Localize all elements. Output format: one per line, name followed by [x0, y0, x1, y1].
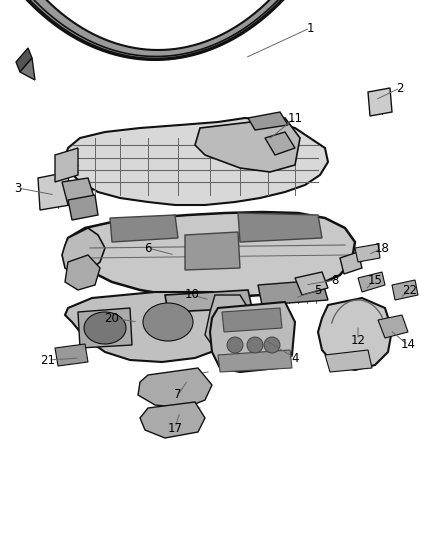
Text: 3: 3 [14, 182, 22, 195]
Polygon shape [355, 244, 380, 262]
Polygon shape [55, 148, 78, 182]
Polygon shape [65, 118, 328, 205]
Polygon shape [218, 350, 292, 372]
Polygon shape [165, 290, 252, 312]
Polygon shape [16, 48, 32, 72]
Text: 17: 17 [167, 422, 183, 434]
Polygon shape [265, 132, 295, 155]
Polygon shape [318, 298, 392, 370]
Polygon shape [325, 350, 372, 372]
Polygon shape [248, 112, 288, 130]
Polygon shape [78, 308, 132, 348]
Text: 11: 11 [287, 111, 303, 125]
Text: 22: 22 [403, 284, 417, 296]
Text: 1: 1 [306, 21, 314, 35]
Circle shape [264, 337, 280, 353]
Text: 18: 18 [374, 241, 389, 254]
Polygon shape [65, 212, 355, 297]
Polygon shape [62, 178, 95, 205]
Circle shape [227, 337, 243, 353]
Polygon shape [185, 232, 240, 270]
Polygon shape [140, 402, 205, 438]
Text: 21: 21 [40, 353, 56, 367]
Polygon shape [368, 88, 392, 116]
Polygon shape [378, 315, 408, 338]
Text: 4: 4 [291, 351, 299, 365]
Polygon shape [295, 272, 328, 295]
Polygon shape [65, 292, 242, 362]
Polygon shape [65, 255, 100, 290]
Text: 14: 14 [400, 338, 416, 351]
Text: 10: 10 [184, 288, 199, 302]
Polygon shape [20, 58, 35, 80]
Ellipse shape [143, 303, 193, 341]
Text: 20: 20 [105, 311, 120, 325]
Polygon shape [358, 272, 385, 292]
Polygon shape [110, 215, 178, 242]
Polygon shape [55, 344, 88, 366]
Polygon shape [38, 172, 70, 210]
Polygon shape [68, 195, 98, 220]
Text: 7: 7 [174, 389, 182, 401]
Polygon shape [210, 302, 295, 372]
Polygon shape [62, 228, 105, 275]
Circle shape [247, 337, 263, 353]
Polygon shape [195, 118, 300, 172]
Text: 2: 2 [396, 82, 404, 94]
Ellipse shape [84, 312, 126, 344]
Polygon shape [238, 213, 322, 242]
Polygon shape [258, 280, 328, 305]
Polygon shape [392, 280, 418, 300]
Polygon shape [138, 368, 212, 408]
Polygon shape [222, 308, 282, 332]
Text: 8: 8 [331, 273, 339, 287]
Text: 15: 15 [367, 273, 382, 287]
Text: 6: 6 [144, 241, 152, 254]
Text: 5: 5 [314, 284, 321, 296]
Polygon shape [340, 252, 362, 274]
Polygon shape [205, 295, 248, 345]
Text: 12: 12 [350, 334, 365, 346]
Polygon shape [0, 0, 362, 60]
